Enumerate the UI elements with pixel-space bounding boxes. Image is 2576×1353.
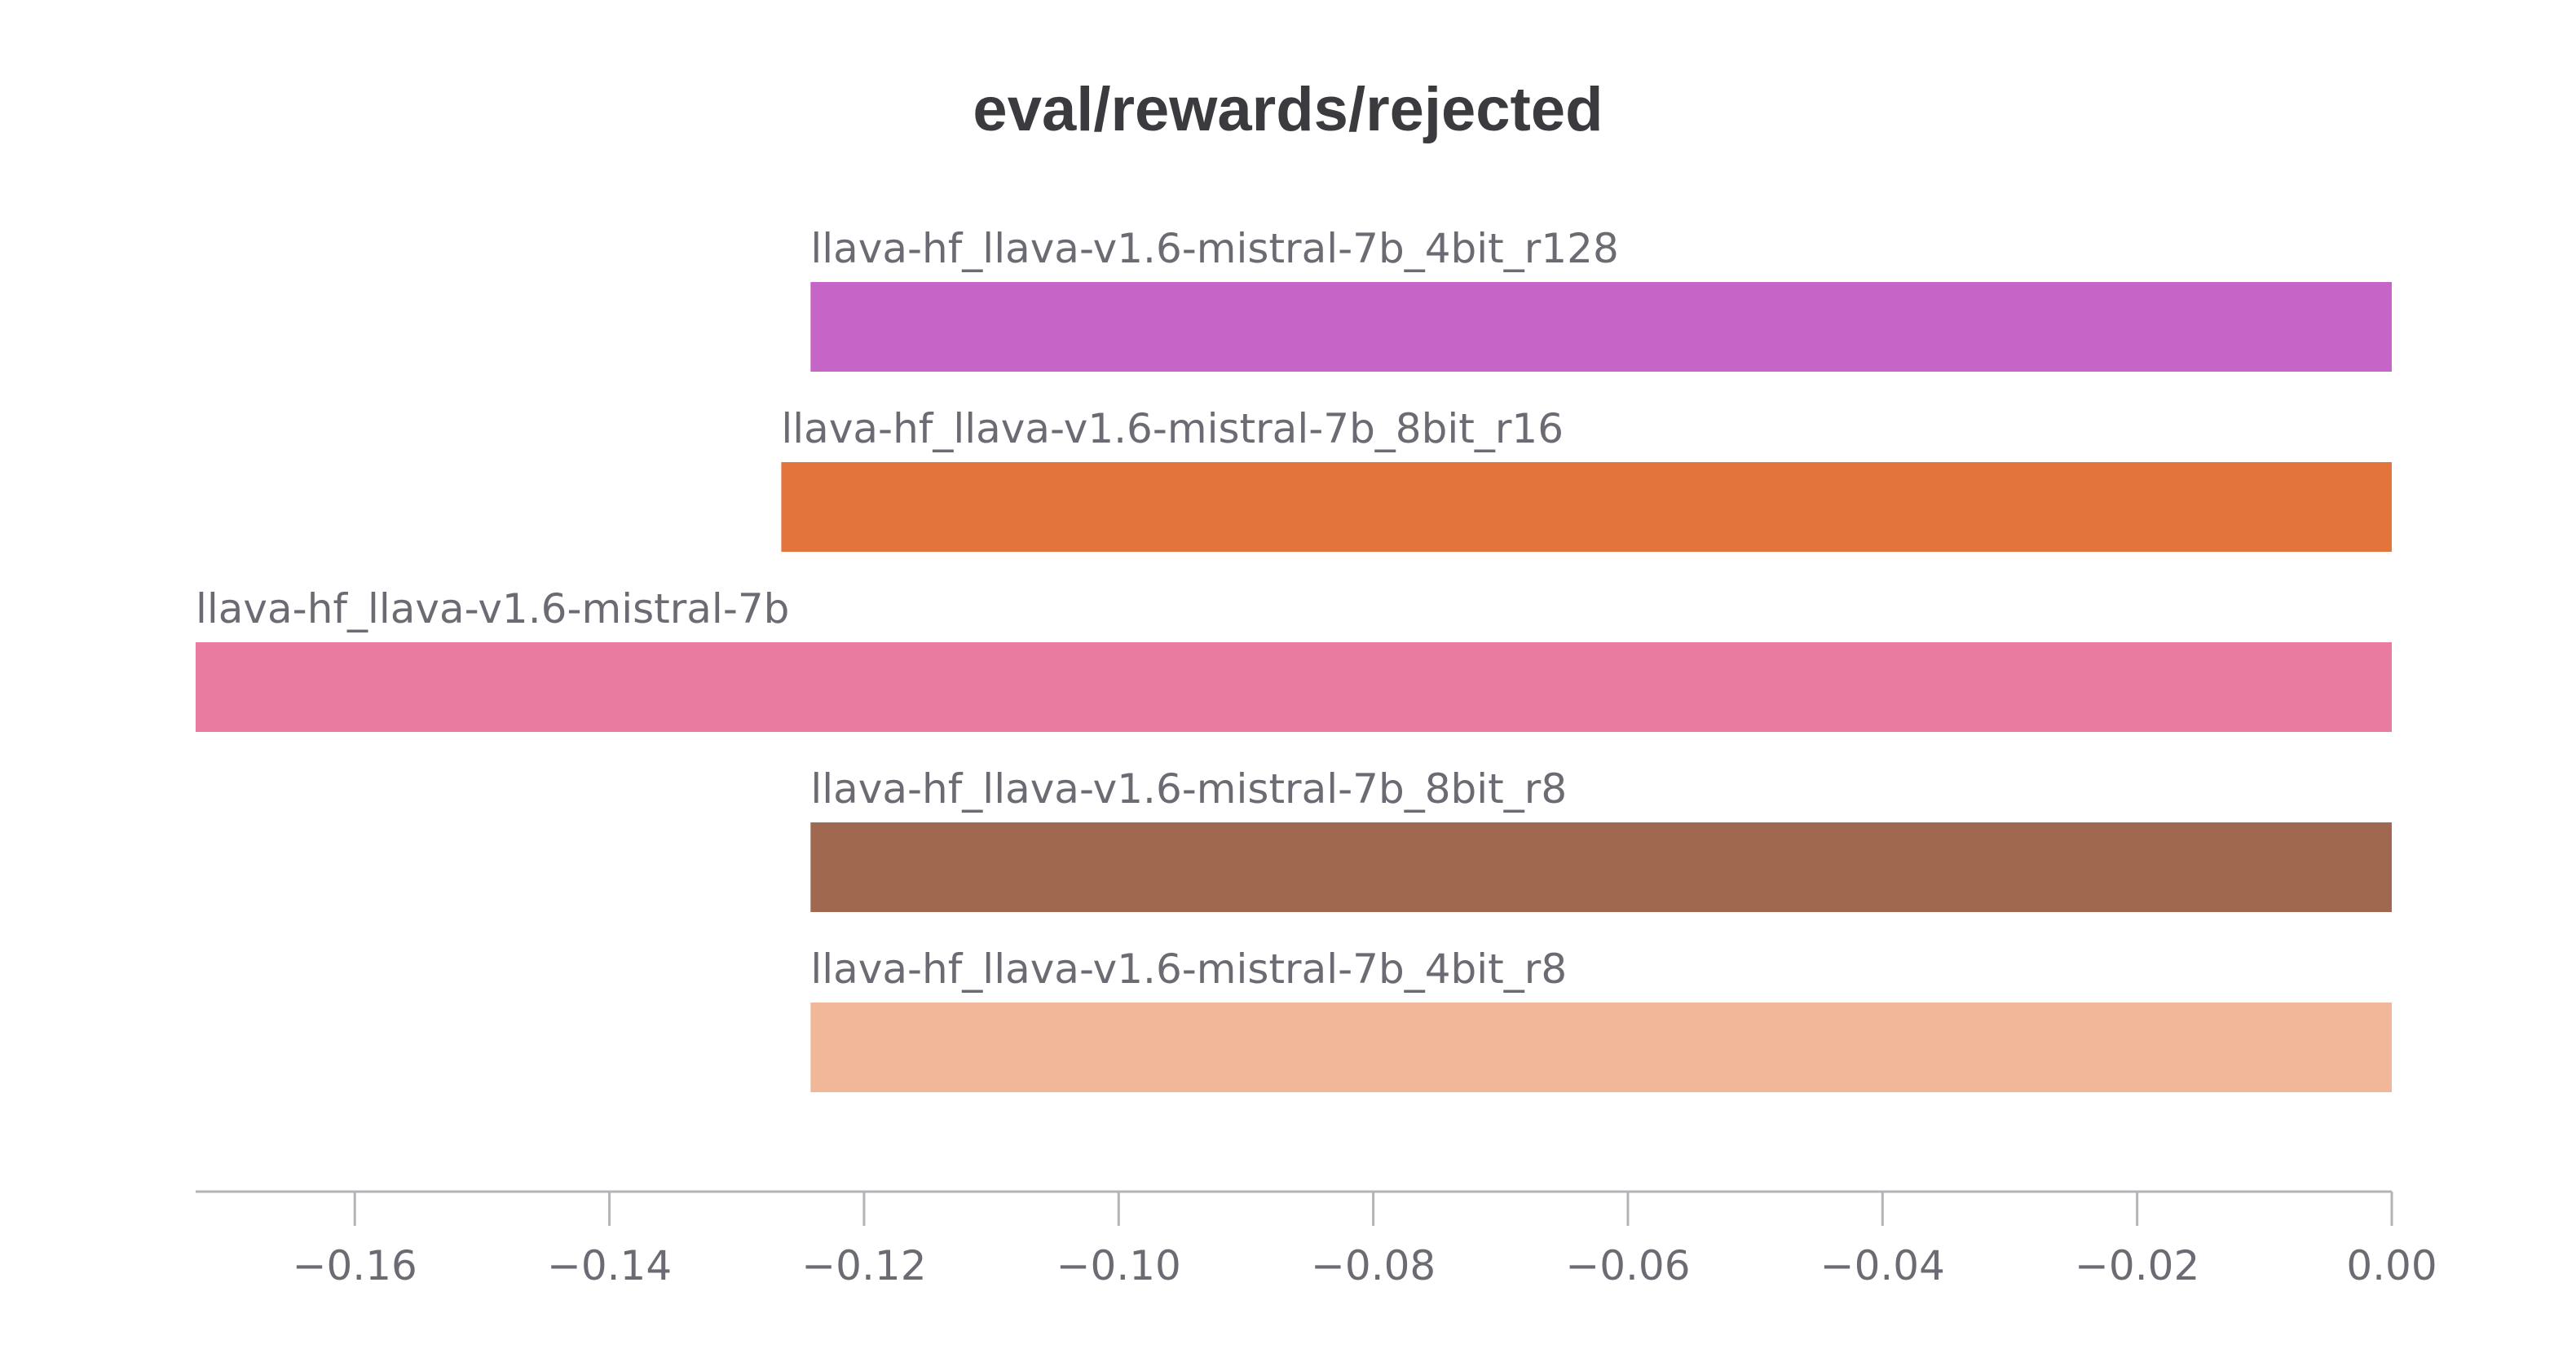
bar-label: llava-hf_llava-v1.6-mistral-7b_8bit_r16 [781,405,1564,452]
chart-title: eval/rewards/rejected [973,75,1603,144]
x-tick-label: 0.00 [2346,1242,2437,1289]
x-tick-label: −0.08 [1311,1242,1436,1289]
x-tick-label: −0.14 [547,1242,672,1289]
bar[interactable] [810,282,2392,372]
x-tick-label: −0.04 [1820,1242,1945,1289]
x-tick-label: −0.02 [2075,1242,2199,1289]
x-tick-label: −0.06 [1565,1242,1690,1289]
x-tick-label: −0.12 [801,1242,926,1289]
bars-layer: llava-hf_llava-v1.6-mistral-7b_4bit_r128… [196,225,2392,1092]
bar[interactable] [781,462,2392,552]
x-tick-label: −0.10 [1056,1242,1181,1289]
bar[interactable] [810,822,2392,912]
x-axis: −0.16 −0.14 −0.12 −0.10 −0.08 −0.06 −0.04 −0.02… [196,1190,2437,1289]
bar-label: llava-hf_llava-v1.6-mistral-7b_4bit_r128 [810,225,1618,272]
bar[interactable] [196,642,2392,732]
bar-label: llava-hf_llava-v1.6-mistral-7b [196,585,789,632]
bar[interactable] [810,1003,2392,1092]
x-tick-label: −0.16 [293,1242,417,1289]
bar-label: llava-hf_llava-v1.6-mistral-7b_8bit_r8 [810,765,1567,813]
bar-label: llava-hf_llava-v1.6-mistral-7b_4bit_r8 [810,945,1567,993]
